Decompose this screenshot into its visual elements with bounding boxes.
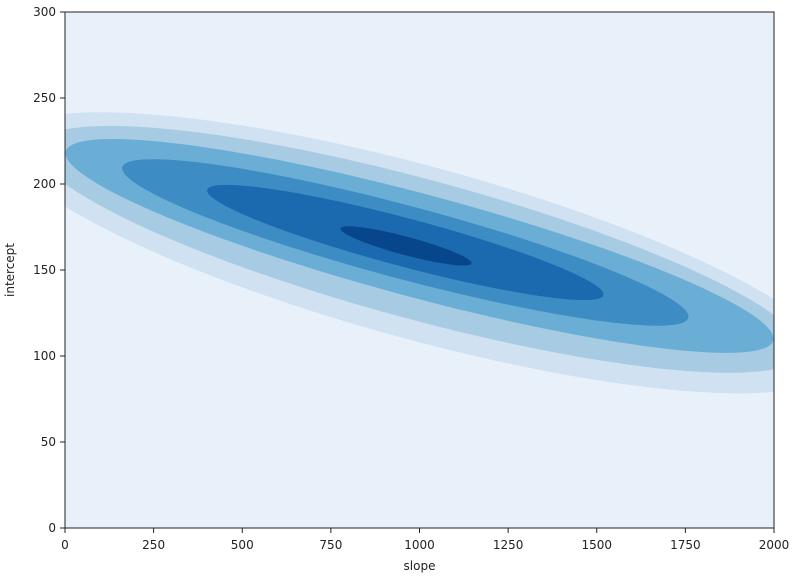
contour-level-7 (340, 226, 472, 266)
x-tick-label: 1000 (404, 538, 435, 552)
contour-levels (65, 112, 774, 394)
x-tick-label: 500 (231, 538, 254, 552)
y-tick-label: 300 (33, 5, 56, 19)
x-tick-label: 750 (319, 538, 342, 552)
x-axis-label: slope (404, 559, 436, 573)
y-tick-label: 200 (33, 177, 56, 191)
y-tick-label: 50 (41, 435, 56, 449)
y-axis-label: intercept (3, 243, 17, 297)
x-tick-label: 0 (61, 538, 69, 552)
x-tick-label: 250 (142, 538, 165, 552)
x-axis-ticks: 0 250 500 750 1000 1250 1500 1750 2000 (61, 528, 789, 552)
x-tick-label: 2000 (759, 538, 790, 552)
x-tick-label: 1250 (493, 538, 524, 552)
y-tick-label: 150 (33, 263, 56, 277)
x-tick-label: 1500 (581, 538, 612, 552)
y-tick-label: 100 (33, 349, 56, 363)
y-tick-label: 0 (48, 521, 56, 535)
y-axis-ticks: 0 50 100 150 200 250 300 (33, 5, 65, 535)
x-tick-label: 1750 (670, 538, 701, 552)
y-tick-label: 250 (33, 91, 56, 105)
